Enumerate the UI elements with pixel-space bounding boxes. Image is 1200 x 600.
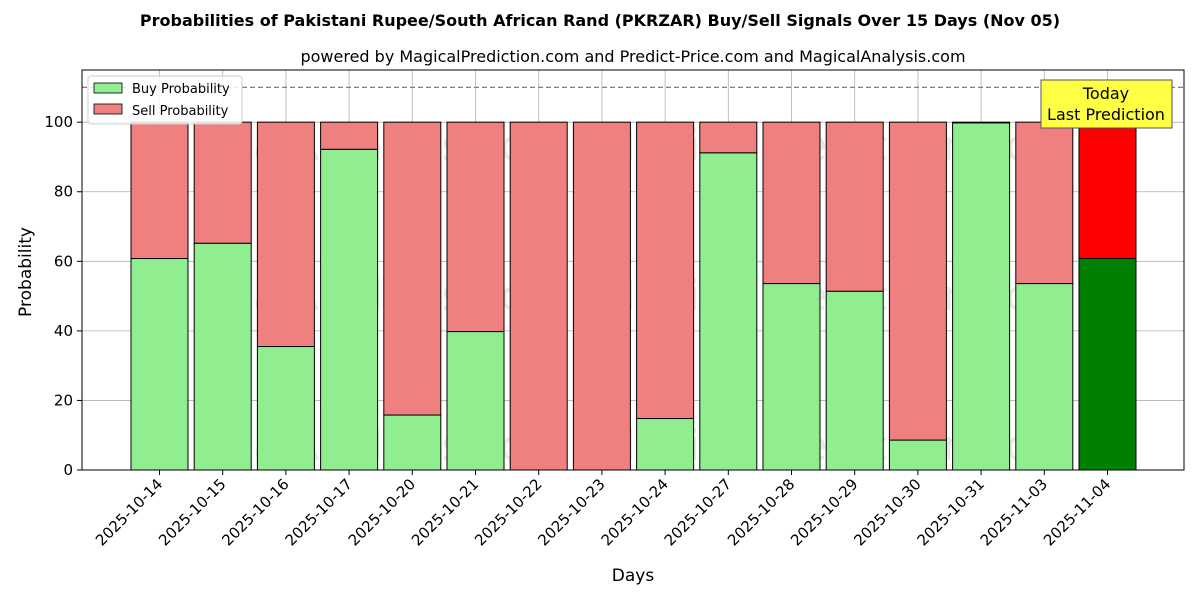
chart-title: Probabilities of Pakistani Rupee/South A…	[140, 11, 1060, 30]
today-annotation-box	[1040, 79, 1173, 129]
legend-box	[87, 75, 243, 125]
sell-bar	[952, 121, 1011, 124]
buy-bar	[762, 283, 821, 471]
y-tick-label: 40	[54, 322, 73, 340]
y-tick-label: 100	[44, 113, 73, 131]
sell-bar	[572, 121, 631, 471]
x-tick-label: 2025-10-17	[282, 475, 356, 549]
sell-bar	[509, 121, 568, 471]
bars	[130, 121, 1137, 471]
x-axis-label: Days	[612, 566, 655, 586]
sell-bar	[383, 121, 442, 416]
x-tick-label: 2025-10-31	[914, 475, 988, 549]
x-tick-label: 2025-10-15	[155, 475, 229, 549]
today-annotation-line1: Today	[1082, 84, 1129, 103]
plot-frame	[81, 69, 1185, 471]
chart-subtitle: powered by MagicalPrediction.com and Pre…	[300, 47, 965, 66]
x-tick-label: 2025-10-23	[534, 475, 608, 549]
sell-bar	[699, 121, 758, 154]
legend-sell-swatch	[93, 103, 123, 115]
buy-bar	[1015, 283, 1074, 471]
buy-bar	[383, 414, 442, 471]
x-ticks: 2025-10-142025-10-152025-10-162025-10-17…	[92, 470, 1114, 549]
buy-bar	[320, 148, 379, 471]
legend-sell-label: Sell Probability	[132, 104, 229, 119]
x-tick-label: 2025-10-24	[598, 475, 672, 549]
today-annotation: Today Last Prediction	[1040, 79, 1173, 129]
buy-bar	[952, 122, 1011, 471]
x-tick-label: 2025-10-27	[661, 475, 735, 549]
legend: Buy Probability Sell Probability	[87, 75, 243, 125]
sell-bar	[193, 121, 252, 244]
sell-bar	[130, 121, 189, 260]
buy-bar	[636, 418, 695, 471]
legend-buy-swatch	[93, 82, 123, 94]
buy-bar	[256, 346, 315, 471]
sell-bar	[1078, 121, 1137, 260]
x-tick-label: 2025-10-20	[345, 475, 419, 549]
x-tick-label: 2025-11-04	[1040, 475, 1114, 549]
y-tick-label: 20	[54, 391, 73, 409]
buy-bar	[193, 242, 252, 471]
y-tick-label: 0	[63, 461, 73, 479]
sell-bar	[888, 121, 947, 441]
x-tick-label: 2025-10-14	[92, 475, 166, 549]
x-tick-label: 2025-11-03	[977, 475, 1051, 549]
today-annotation-line2: Last Prediction	[1047, 105, 1165, 124]
legend-buy-label: Buy Probability	[132, 82, 230, 97]
sell-bar	[762, 121, 821, 285]
sell-bar	[320, 121, 379, 150]
sell-bar	[636, 121, 695, 420]
x-tick-label: 2025-10-30	[850, 475, 924, 549]
buy-bar	[446, 331, 505, 471]
y-ticks: 0 20 40 60 80 100	[44, 113, 82, 479]
sell-bar	[1015, 121, 1074, 285]
x-tick-label: 2025-10-22	[471, 475, 545, 549]
sell-bar	[446, 121, 505, 333]
y-tick-label: 80	[54, 183, 73, 201]
buy-bar	[1078, 258, 1137, 471]
buy-bar	[825, 290, 884, 471]
x-tick-label: 2025-10-28	[724, 475, 798, 549]
y-tick-label: 60	[54, 252, 73, 270]
x-tick-label: 2025-10-21	[408, 475, 482, 549]
buy-bar	[888, 439, 947, 471]
buy-bar	[699, 152, 758, 471]
sell-bar	[825, 121, 884, 292]
x-tick-label: 2025-10-16	[218, 475, 292, 549]
buy-bar	[130, 258, 189, 471]
y-axis-label: Probability	[16, 227, 36, 317]
sell-bar	[256, 121, 315, 348]
x-tick-label: 2025-10-29	[787, 475, 861, 549]
